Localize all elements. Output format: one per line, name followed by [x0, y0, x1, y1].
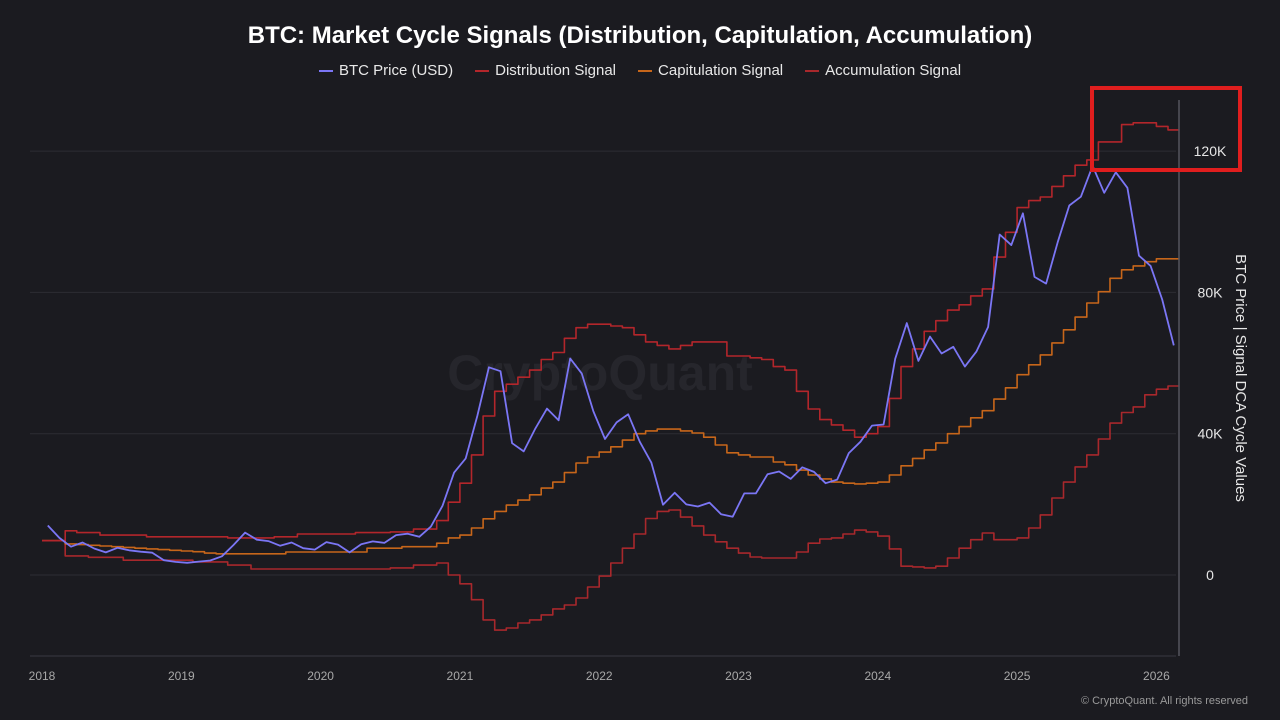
legend-label: BTC Price (USD) [338, 62, 454, 79]
x-tick-label: 2020 [307, 669, 334, 683]
legend-label: Capitulation Signal [658, 62, 784, 79]
x-tick-label: 2022 [586, 669, 613, 683]
y-tick-label: 0 [1206, 567, 1214, 583]
legend: BTC Price (USD) Distribution Signal Capi… [0, 62, 1280, 79]
y-tick-label: 120K [1194, 143, 1227, 159]
legend-swatch [475, 69, 490, 72]
series-line-distribution-signal [42, 122, 1180, 542]
legend-item-capitulation[interactable]: Capitulation Signal [638, 62, 783, 79]
x-tick-label: 2018 [29, 669, 56, 683]
series-line-capitulation-signal [42, 257, 1180, 555]
y-axis-label: BTC Price | Signal DCA Cycle Values [1232, 254, 1249, 502]
chart-title: BTC: Market Cycle Signals (Distribution,… [247, 22, 1033, 49]
x-tick-label: 2019 [168, 669, 195, 683]
x-tick-label: 2021 [447, 669, 474, 683]
x-tick-label: 2025 [1004, 669, 1031, 683]
copyright-footer: © CryptoQuant. All rights reserved [1080, 695, 1248, 707]
highlight-box [1090, 86, 1242, 172]
series-line-btc-price-usd [47, 164, 1175, 564]
legend-item-btc-price[interactable]: BTC Price (USD) [318, 62, 454, 79]
legend-swatch [805, 69, 820, 72]
series-line-accumulation-signal [42, 385, 1180, 631]
legend-label: Accumulation Signal [825, 62, 962, 79]
legend-swatch [318, 69, 333, 72]
x-tick-label: 2024 [864, 669, 891, 683]
legend-swatch [638, 69, 653, 72]
y-tick-label: 40K [1198, 426, 1224, 442]
legend-item-accumulation[interactable]: Accumulation Signal [805, 62, 961, 79]
legend-item-distribution[interactable]: Distribution Signal [475, 62, 616, 79]
y-tick-label: 80K [1198, 284, 1224, 300]
x-tick-label: 2026 [1143, 669, 1170, 683]
legend-label: Distribution Signal [495, 62, 617, 79]
watermark: CryptoQuant [447, 345, 753, 401]
x-tick-label: 2023 [725, 669, 752, 683]
